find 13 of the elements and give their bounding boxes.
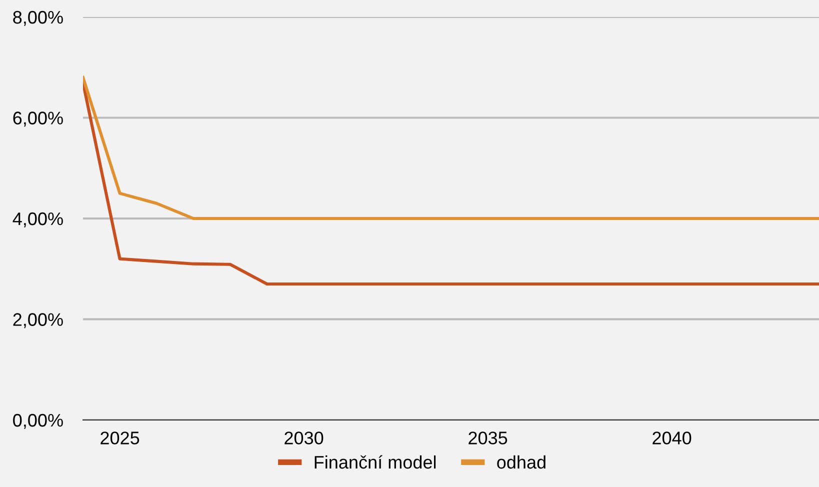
legend-label: odhad: [497, 455, 546, 469]
line-series: [83, 76, 819, 220]
y-tick-label: 4,00%: [12, 212, 63, 228]
y-tick-label: 6,00%: [13, 112, 63, 127]
line-series: [83, 80, 819, 286]
y-tick-label: 8,00%: [13, 10, 63, 26]
legend-label: Finanční model: [314, 455, 436, 469]
y-tick-label: 2,00%: [13, 313, 63, 328]
x-tick-label: 2040: [652, 432, 692, 444]
x-tick-label: 2025: [100, 432, 140, 444]
y-tick-label: 0,00%: [13, 414, 63, 429]
x-tick-label: 2035: [468, 432, 508, 444]
x-tick-label: 2030: [284, 432, 324, 444]
